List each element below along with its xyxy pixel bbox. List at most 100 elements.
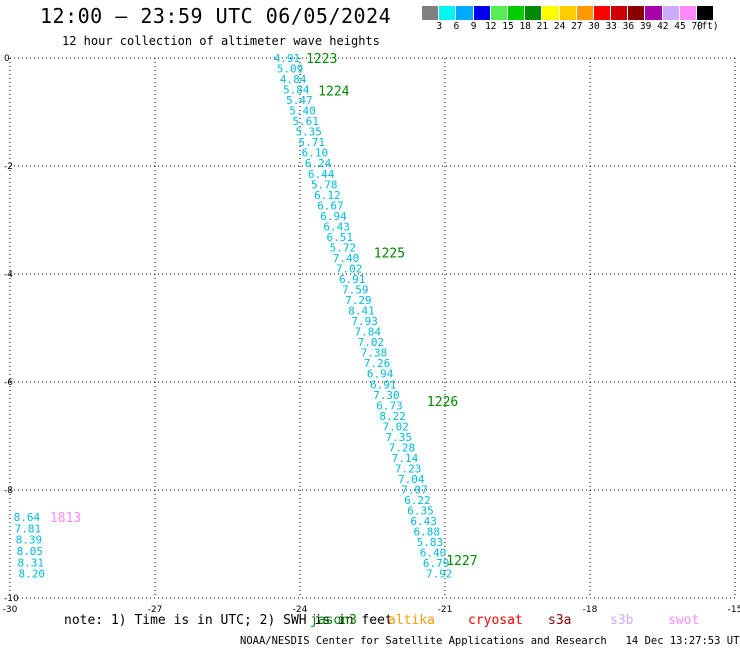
wave-height-label: 5.78 [311, 178, 338, 191]
x-tick-label: -30 [3, 605, 18, 615]
wave-height-label: 7.14 [392, 452, 419, 465]
color-legend-swatch [576, 6, 594, 20]
color-legend-swatch [542, 6, 560, 20]
color-legend-tick: 70 [691, 21, 703, 32]
wave-height-label: 6.44 [308, 168, 335, 181]
color-legend-swatch [628, 6, 646, 20]
wave-height-label: 6.91 [370, 378, 397, 391]
color-legend-tick: 3 [436, 21, 443, 32]
wave-height-label: 5.40 [289, 105, 316, 118]
color-legend-tick: 21 [536, 21, 549, 32]
color-legend-swatch [473, 6, 491, 20]
wave-height-label: 7.59 [342, 284, 369, 297]
color-legend-tick: 33 [605, 21, 617, 32]
chart-title: 12:00 – 23:59 UTC 06/05/2024 [40, 4, 392, 28]
wave-height-label: 7.02 [336, 262, 363, 275]
color-legend-swatch [679, 6, 697, 20]
color-legend-swatch [439, 6, 457, 20]
chart-subtitle: 12 hour collection of altimeter wave hei… [62, 34, 380, 48]
chart-note: note: 1) Time is in UTC; 2) SWH is in fe… [64, 613, 393, 628]
x-tick-label: -18 [583, 605, 598, 615]
color-legend-tick: 9 [470, 21, 477, 32]
pass-time-label: 1224 [318, 84, 349, 99]
color-legend-ticks: 3 6 9 12 15 18 21 24 27 30 33 36 39 42 45 70 (ft) [422, 21, 740, 33]
wave-height-label: 7.35 [386, 431, 413, 444]
pass-time-label: 1227 [446, 554, 477, 569]
wave-height-label: 6.12 [314, 189, 341, 202]
wave-height-label: 5.84 [283, 84, 310, 97]
color-legend-swatch [697, 6, 715, 20]
color-legend-tick: 15 [502, 21, 514, 32]
wave-height-label: 8.20 [19, 568, 46, 581]
wave-height-label: 5.83 [417, 536, 444, 549]
wave-height-label: 7.02 [358, 336, 385, 349]
y-tick-label: -4 [4, 270, 13, 280]
wave-height-label: 6.91 [339, 273, 366, 286]
wave-height-label: 6.67 [317, 199, 344, 212]
y-tick-label: -10 [4, 594, 19, 604]
wave-height-label: 7.92 [426, 568, 453, 581]
wave-height-label: 5.35 [295, 126, 322, 139]
wave-height-label: 8.41 [348, 305, 375, 318]
wave-height-label: 7.84 [354, 326, 381, 339]
wave-height-label: 5.72 [330, 241, 357, 254]
y-tick-label: -6 [4, 378, 13, 388]
pass-time-label: 1223 [306, 52, 337, 67]
x-tick-label: -24 [293, 605, 308, 615]
wave-height-label: 6.10 [302, 147, 329, 160]
wave-height-label: 5.71 [299, 136, 326, 149]
wave-height-label: 6.43 [323, 220, 350, 233]
wave-height-label: 7.04 [398, 473, 425, 486]
wave-height-label: 7.40 [333, 252, 360, 265]
color-legend-tick: 36 [622, 21, 635, 32]
wave-height-label: 7.23 [395, 462, 422, 475]
color-legend-swatch [507, 6, 526, 20]
wave-height-label: 6.51 [327, 231, 354, 244]
y-tick-label: 0 [4, 54, 10, 64]
color-legend-tick: 45 [674, 21, 686, 32]
footer-credit: NOAA/NESDIS Center for Satellite Applica… [240, 635, 740, 647]
color-legend-swatch [525, 6, 543, 20]
wave-height-label: 6.22 [404, 494, 431, 507]
color-legend [422, 6, 715, 20]
wave-height-label: 7.26 [364, 357, 391, 370]
wave-height-label: 7.28 [389, 441, 416, 454]
wave-height-label: 6.40 [420, 547, 447, 560]
satellite-legend-item: jason3 [310, 613, 357, 628]
color-legend-swatch [662, 6, 680, 20]
y-tick-label: -8 [4, 486, 13, 496]
satellite-legend: jason3 altika cryosat s3a s3b swot [0, 613, 740, 629]
wave-height-label: 8.39 [16, 534, 43, 547]
wave-height-label: 7.38 [361, 347, 388, 360]
wave-height-label: 6.79 [423, 557, 450, 570]
satellite-legend-item: s3a [548, 613, 572, 628]
color-legend-swatch [593, 6, 612, 20]
wave-height-label: 7.07 [401, 484, 428, 497]
wave-height-label: 7.93 [351, 315, 378, 328]
wave-height-label: 5.47 [286, 94, 313, 107]
color-legend-tick: 12 [485, 21, 497, 32]
pass-time-label: 1225 [374, 246, 405, 261]
pass-time-label: 1226 [427, 395, 458, 410]
wave-height-label: 7.30 [373, 389, 400, 402]
color-legend-swatch [456, 6, 474, 20]
satellite-legend-item: altika [388, 613, 435, 628]
color-legend-tick: 27 [571, 21, 583, 32]
y-tick-label: -2 [4, 162, 13, 172]
wave-height-label: 6.88 [414, 526, 441, 539]
wave-height-label: 4.91 [274, 52, 301, 65]
wave-height-label: 8.31 [18, 556, 45, 569]
satellite-legend-item: swot [668, 613, 700, 628]
wave-height-label: 8.22 [379, 410, 406, 423]
color-legend-tick: 6 [453, 21, 460, 32]
pass-time-label: 1813 [50, 511, 81, 526]
wave-height-label: 7.29 [345, 294, 372, 307]
color-legend-tick: 39 [639, 21, 652, 32]
satellite-legend-item: s3b [610, 613, 634, 628]
wave-height-label: 6.94 [320, 210, 347, 223]
wave-height-label: 6.94 [367, 368, 394, 381]
color-legend-swatch [645, 6, 663, 20]
color-legend-tick: 30 [588, 21, 600, 32]
wave-height-label: 7.02 [382, 420, 409, 433]
